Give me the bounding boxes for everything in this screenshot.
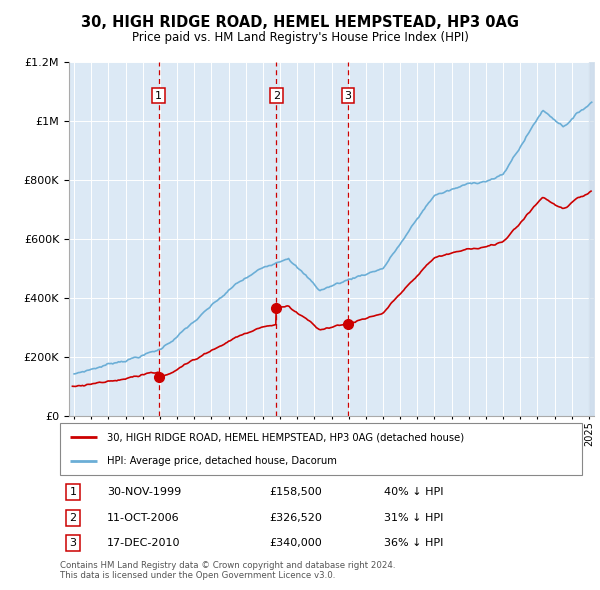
Text: 3: 3 (344, 91, 352, 100)
Text: 30, HIGH RIDGE ROAD, HEMEL HEMPSTEAD, HP3 0AG: 30, HIGH RIDGE ROAD, HEMEL HEMPSTEAD, HP… (81, 15, 519, 30)
Text: 1: 1 (70, 487, 77, 497)
Text: £158,500: £158,500 (269, 487, 322, 497)
Text: 11-OCT-2006: 11-OCT-2006 (107, 513, 179, 523)
Text: 31% ↓ HPI: 31% ↓ HPI (383, 513, 443, 523)
Text: 1: 1 (155, 91, 162, 100)
Text: £340,000: £340,000 (269, 538, 322, 548)
Text: Price paid vs. HM Land Registry's House Price Index (HPI): Price paid vs. HM Land Registry's House … (131, 31, 469, 44)
Text: 30-NOV-1999: 30-NOV-1999 (107, 487, 181, 497)
Text: 17-DEC-2010: 17-DEC-2010 (107, 538, 181, 548)
Text: 40% ↓ HPI: 40% ↓ HPI (383, 487, 443, 497)
Text: £326,520: £326,520 (269, 513, 322, 523)
Text: 2: 2 (272, 91, 280, 100)
Text: HPI: Average price, detached house, Dacorum: HPI: Average price, detached house, Daco… (107, 456, 337, 466)
Text: Contains HM Land Registry data © Crown copyright and database right 2024.: Contains HM Land Registry data © Crown c… (60, 560, 395, 569)
Text: 3: 3 (70, 538, 77, 548)
Text: This data is licensed under the Open Government Licence v3.0.: This data is licensed under the Open Gov… (60, 571, 335, 580)
Text: 36% ↓ HPI: 36% ↓ HPI (383, 538, 443, 548)
Text: 30, HIGH RIDGE ROAD, HEMEL HEMPSTEAD, HP3 0AG (detached house): 30, HIGH RIDGE ROAD, HEMEL HEMPSTEAD, HP… (107, 432, 464, 442)
Text: 2: 2 (70, 513, 77, 523)
